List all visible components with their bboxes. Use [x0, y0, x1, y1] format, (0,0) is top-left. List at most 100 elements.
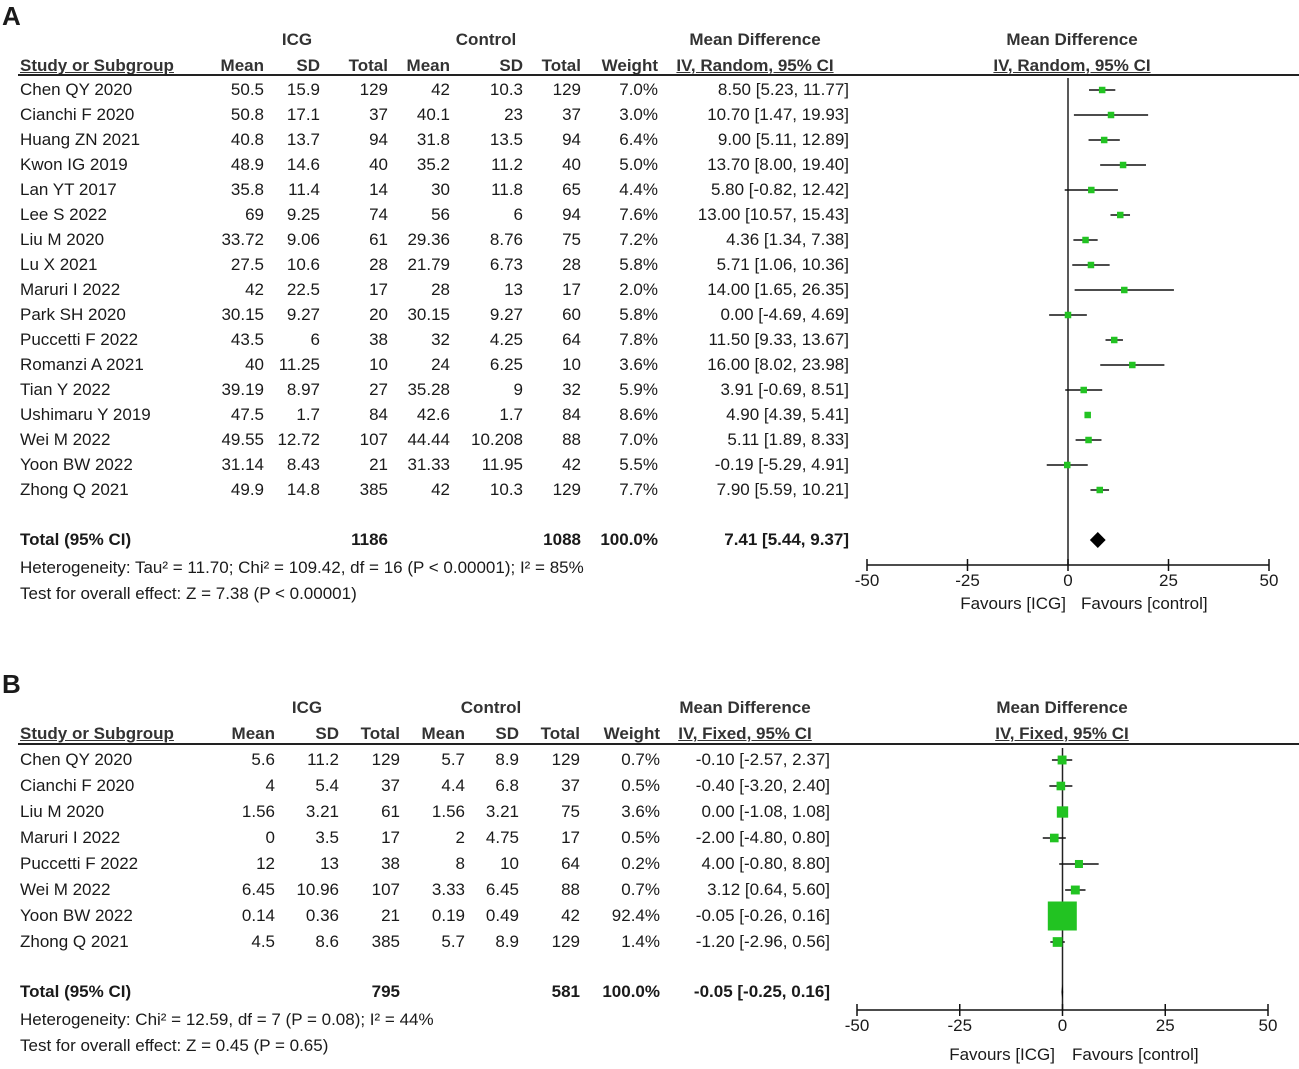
study-weight: 5.0%: [619, 155, 658, 174]
col-sd2-header: SD: [495, 724, 519, 743]
study-name: Cianchi F 2020: [20, 776, 135, 795]
study-name: Huang ZN 2021: [20, 130, 141, 149]
control-mean: 3.33: [431, 880, 465, 899]
study-name: Puccetti F 2022: [20, 854, 139, 873]
control-mean: 30: [431, 180, 450, 199]
control-sd: 23: [504, 105, 523, 124]
total-control-n: 1088: [543, 530, 581, 549]
control-sd: 11.8: [491, 180, 523, 199]
icg-total: 17: [381, 828, 400, 847]
control-sd: 9: [513, 380, 523, 399]
control-mean: 42: [431, 80, 450, 99]
icg-mean: 40.8: [230, 130, 264, 149]
control-mean: 4.4: [441, 776, 465, 795]
icg-total: 94: [369, 130, 388, 149]
study-ci: 0.00 [-4.69, 4.69]: [720, 305, 849, 324]
study-ci: 16.00 [8.02, 23.98]: [707, 355, 849, 374]
control-total: 37: [562, 105, 581, 124]
icg-total: 10: [369, 355, 388, 374]
icg-mean: 39.19: [221, 380, 264, 399]
icg-mean: 4: [265, 776, 275, 795]
x-tick-label: -50: [854, 571, 880, 590]
col-total1-header: Total: [360, 724, 400, 743]
col-study-header: Study or Subgroup: [20, 56, 174, 75]
plot-method-header: IV, Fixed, 95% CI: [995, 724, 1129, 743]
study-weight: 7.2%: [619, 230, 658, 249]
icg-total: 21: [369, 455, 388, 474]
icg-total: 61: [369, 230, 388, 249]
effect-square: [1047, 901, 1077, 931]
study-ci: -0.05 [-0.26, 0.16]: [695, 906, 830, 925]
col-mean2-header: Mean: [406, 56, 450, 75]
control-sd: 1.7: [499, 405, 523, 424]
x-tick-label: 0: [1063, 571, 1073, 590]
icg-total: 40: [369, 155, 388, 174]
control-sd: 6.25: [489, 355, 523, 374]
panel-label-a: A: [2, 1, 21, 31]
col-mean1-header: Mean: [231, 724, 275, 743]
effect-square: [1096, 486, 1104, 494]
control-total: 88: [562, 430, 581, 449]
effect-square: [1074, 859, 1083, 869]
study-name: Maruri I 2022: [20, 280, 121, 299]
study-weight: 8.6%: [619, 405, 658, 424]
icg-mean: 0.14: [241, 906, 275, 925]
icg-total: 27: [369, 380, 388, 399]
control-mean: 8: [455, 854, 465, 873]
study-name: Romanzi A 2021: [20, 355, 144, 374]
control-total: 129: [552, 80, 581, 99]
study-name: Cianchi F 2020: [20, 105, 135, 124]
icg-sd: 13.7: [286, 130, 320, 149]
effect-square: [1063, 461, 1071, 469]
group2-header: Control: [460, 698, 522, 717]
col-total1-header: Total: [348, 56, 388, 75]
control-sd: 6.45: [485, 880, 519, 899]
icg-mean: 35.8: [230, 180, 264, 199]
study-weight: 3.6%: [621, 802, 660, 821]
control-mean: 31.8: [416, 130, 450, 149]
icg-sd: 11.4: [288, 180, 320, 199]
control-sd: 11.95: [481, 455, 523, 474]
control-total: 37: [561, 776, 580, 795]
effect-square: [1087, 261, 1095, 269]
total-ci: -0.05 [-0.25, 0.16]: [693, 982, 830, 1001]
icg-total: 14: [369, 180, 388, 199]
study-ci: 4.00 [-0.80, 8.80]: [701, 854, 830, 873]
control-mean: 21.79: [407, 255, 450, 274]
md-method-header: IV, Random, 95% CI: [676, 56, 834, 75]
study-name: Ushimaru Y 2019: [20, 405, 151, 424]
icg-sd: 9.27: [286, 305, 320, 324]
study-weight: 5.9%: [619, 380, 658, 399]
effect-square: [1119, 161, 1127, 169]
icg-total: 17: [369, 280, 388, 299]
effect-square: [1129, 361, 1136, 369]
control-mean: 0.19: [431, 906, 465, 925]
icg-total: 37: [369, 105, 388, 124]
col-weight-header: Weight: [601, 56, 658, 75]
summary-diamond: [1061, 984, 1064, 1000]
control-sd: 0.49: [485, 906, 519, 925]
total-label: Total (95% CI): [20, 982, 132, 1001]
control-mean: 35.28: [407, 380, 450, 399]
control-total: 10: [562, 355, 581, 374]
icg-mean: 12: [256, 854, 275, 873]
study-ci: -0.19 [-5.29, 4.91]: [714, 455, 849, 474]
study-weight: 5.8%: [619, 305, 658, 324]
control-sd: 8.9: [495, 932, 519, 951]
control-total: 32: [562, 380, 581, 399]
study-name: Liu M 2020: [20, 802, 105, 821]
overall-effect-text: Test for overall effect: Z = 7.38 (P < 0…: [20, 584, 357, 603]
study-ci: 4.36 [1.34, 7.38]: [726, 230, 849, 249]
icg-mean: 0: [265, 828, 275, 847]
icg-sd: 14.6: [286, 155, 320, 174]
icg-sd: 9.06: [286, 230, 320, 249]
study-name: Liu M 2020: [20, 230, 105, 249]
study-name: Park SH 2020: [20, 305, 126, 324]
control-total: 75: [561, 802, 580, 821]
icg-sd: 13: [320, 854, 339, 873]
icg-total: 385: [371, 932, 400, 951]
control-total: 17: [562, 280, 581, 299]
effect-square: [1056, 806, 1069, 818]
control-sd: 10: [500, 854, 519, 873]
icg-sd: 17.1: [286, 105, 320, 124]
